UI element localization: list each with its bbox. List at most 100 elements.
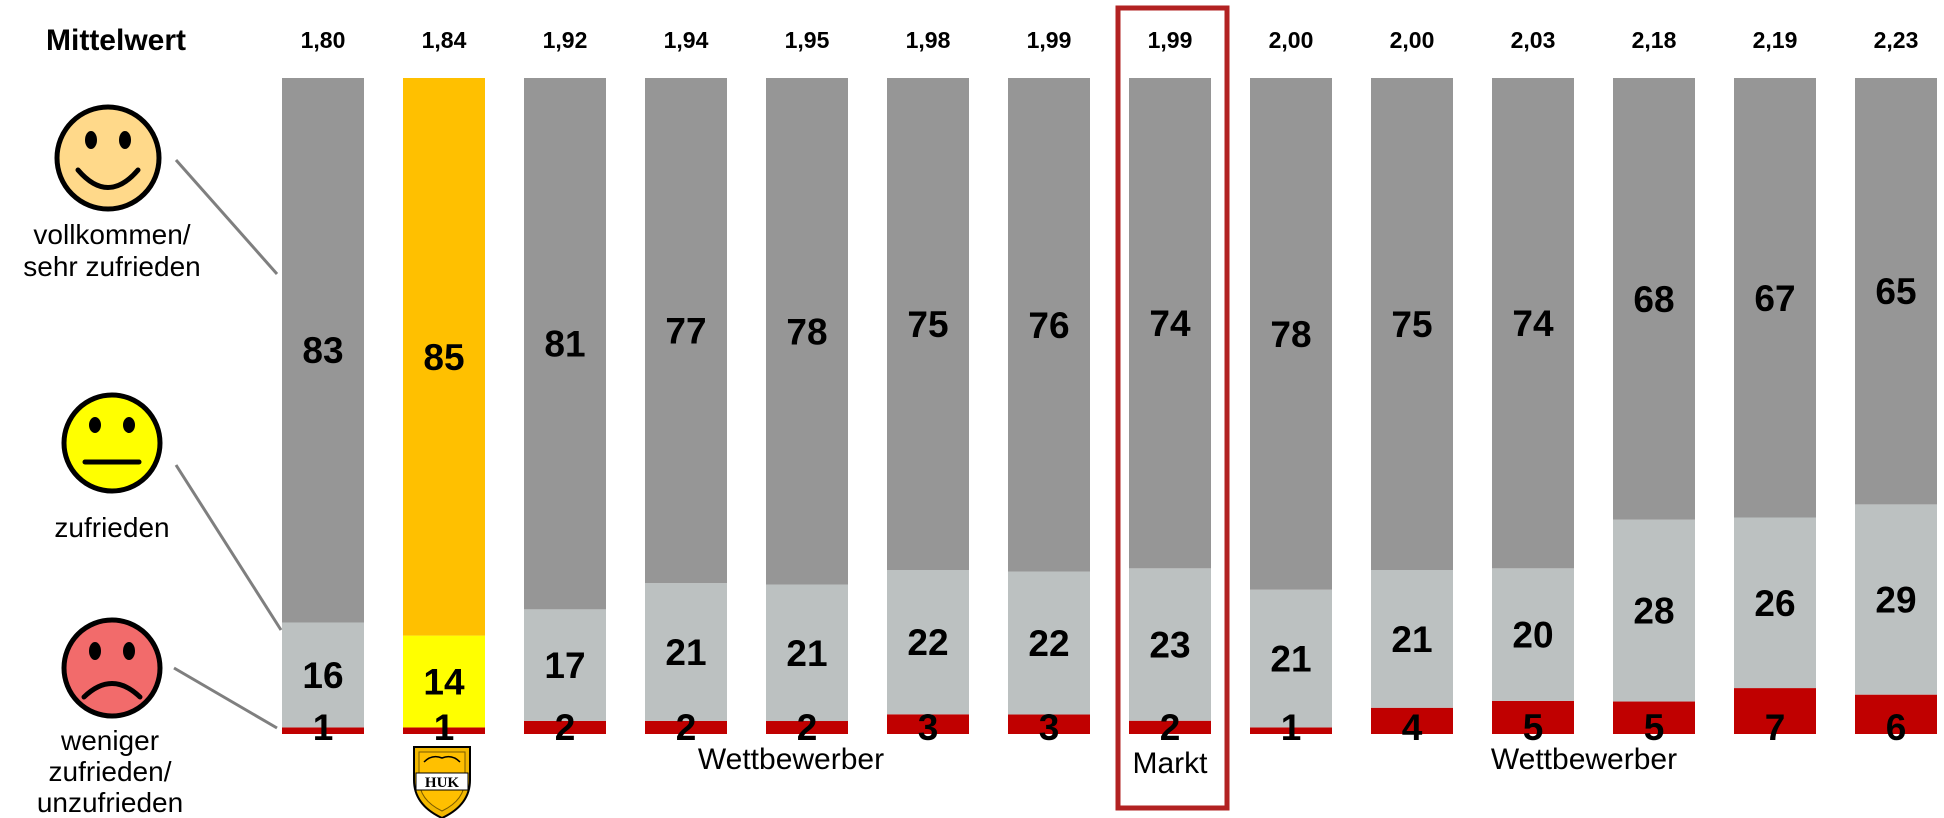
bar-segment-zufrieden	[645, 583, 727, 721]
legend-bottom-line2: zufrieden/	[49, 756, 172, 787]
bar-segment-zufrieden	[1855, 504, 1937, 695]
bar-segment-unzufrieden	[1734, 688, 1816, 734]
bar-segment-sehr-zufrieden	[403, 78, 485, 636]
data-label: 21	[1270, 639, 1311, 680]
data-label: 67	[1754, 278, 1795, 319]
data-label: 1	[434, 707, 455, 748]
sad-smiley-icon	[61, 617, 163, 719]
data-label: 76	[1028, 305, 1069, 346]
data-label: 29	[1875, 580, 1916, 621]
group-label-left: Wettbewerber	[698, 743, 884, 776]
mean-value-label: 1,94	[664, 27, 709, 53]
legend-top-line2: sehr zufrieden	[23, 251, 200, 282]
data-label: 65	[1875, 271, 1916, 312]
bar-segment-zufrieden	[1613, 519, 1695, 702]
data-label: 2	[555, 707, 576, 748]
data-label: 26	[1754, 583, 1795, 624]
bar-segment-zufrieden	[524, 609, 606, 721]
bar-segment-unzufrieden	[1250, 727, 1332, 734]
data-label: 85	[423, 337, 464, 378]
legend-mid-connector	[174, 464, 283, 631]
data-label: 74	[1512, 303, 1554, 344]
data-label: 21	[665, 632, 706, 673]
data-label: 5	[1523, 707, 1544, 748]
bar-segment-zufrieden	[1371, 570, 1453, 708]
market-highlight-frame	[1115, 5, 1230, 811]
bar-segment-sehr-zufrieden	[1734, 78, 1816, 518]
data-label: 5	[1644, 707, 1665, 748]
data-label: 6	[1886, 707, 1907, 748]
bar-segment-zufrieden	[1492, 568, 1574, 701]
bar-segment-sehr-zufrieden	[1371, 78, 1453, 570]
data-label: 1	[1281, 707, 1302, 748]
mean-value-label: 2,19	[1753, 27, 1798, 53]
bar-segment-unzufrieden	[645, 720, 727, 734]
mean-title: Mittelwert	[46, 24, 186, 57]
mean-value-label: 2,18	[1632, 27, 1677, 53]
legend-bottom-line3: unzufrieden	[37, 787, 183, 818]
bar-segment-sehr-zufrieden	[282, 78, 364, 623]
bar-segment-unzufrieden	[282, 727, 364, 734]
data-label: 75	[907, 304, 948, 345]
data-label: 83	[302, 330, 343, 371]
bar-segment-sehr-zufrieden	[1855, 78, 1937, 505]
bar-segment-unzufrieden	[1613, 701, 1695, 734]
bar-segment-unzufrieden	[1855, 694, 1937, 734]
data-label: 78	[1270, 314, 1311, 355]
data-label: 14	[423, 662, 465, 703]
data-label: 28	[1633, 591, 1674, 632]
bar-segment-sehr-zufrieden	[1008, 78, 1090, 572]
value-labels: 1168311485217812217722178322753227622374…	[302, 271, 1916, 748]
mean-value-label: 2,00	[1390, 27, 1435, 53]
bar-segment-zufrieden	[1250, 589, 1332, 728]
bar-segment-zufrieden	[1008, 571, 1090, 715]
bar-segment-sehr-zufrieden	[1613, 78, 1695, 520]
data-label: 21	[1391, 619, 1432, 660]
legend-bottom-connector	[173, 666, 278, 730]
data-label: 74	[1149, 303, 1191, 344]
mean-value-label: 1,92	[543, 27, 588, 53]
data-label: 3	[1039, 707, 1060, 748]
group-label-right: Wettbewerber	[1491, 743, 1677, 776]
huk-logo-text: HUK	[425, 775, 460, 791]
bar-segment-unzufrieden	[766, 721, 848, 734]
bar-segment-sehr-zufrieden	[524, 78, 606, 610]
data-label: 22	[907, 622, 948, 663]
mean-value-label: 1,99	[1148, 27, 1193, 53]
data-label: 2	[1160, 707, 1181, 748]
bar-segment-zufrieden	[282, 622, 364, 728]
data-label: 2	[676, 707, 697, 748]
legend-top-line1: vollkommen/	[33, 219, 190, 250]
mean-value-label: 1,99	[1027, 27, 1072, 53]
bar-segment-sehr-zufrieden	[1250, 78, 1332, 590]
data-label: 1	[313, 707, 334, 748]
bar-segment-sehr-zufrieden	[1129, 78, 1211, 569]
legend-bottom-line1: weniger	[60, 725, 159, 756]
bar-segment-unzufrieden	[1129, 720, 1211, 734]
data-label: 17	[544, 645, 585, 686]
bar-segment-sehr-zufrieden	[887, 78, 969, 570]
bar-segment-unzufrieden	[1492, 700, 1574, 734]
mean-value-label: 2,00	[1269, 27, 1314, 53]
huk-logo: HUK	[413, 746, 471, 818]
mean-values: 1,80 1,84 1,92 1,94 1,95 1,98 1,99 1,99 2,00 2,00…	[301, 27, 1919, 53]
bar-segment-unzufrieden	[1008, 714, 1090, 734]
bar-segment-zufrieden	[1129, 568, 1211, 721]
bar-segment-unzufrieden	[1371, 707, 1453, 734]
bar-segment-zufrieden	[403, 635, 485, 728]
data-label: 68	[1633, 279, 1674, 320]
legend-mid-line1: zufrieden	[54, 512, 169, 543]
bar-segment-unzufrieden	[887, 714, 969, 734]
data-label: 23	[1149, 625, 1190, 666]
mean-value-label: 2,03	[1511, 27, 1556, 53]
bar-segment-unzufrieden	[403, 727, 485, 734]
mean-value-label: 2,23	[1874, 27, 1919, 53]
data-label: 20	[1512, 615, 1553, 656]
data-label: 7	[1765, 707, 1786, 748]
group-label-market: Markt	[1133, 747, 1209, 780]
data-label: 16	[302, 655, 343, 696]
mean-value-label: 1,84	[422, 27, 467, 53]
data-label: 22	[1028, 623, 1069, 664]
bar-segment-sehr-zufrieden	[1492, 78, 1574, 569]
